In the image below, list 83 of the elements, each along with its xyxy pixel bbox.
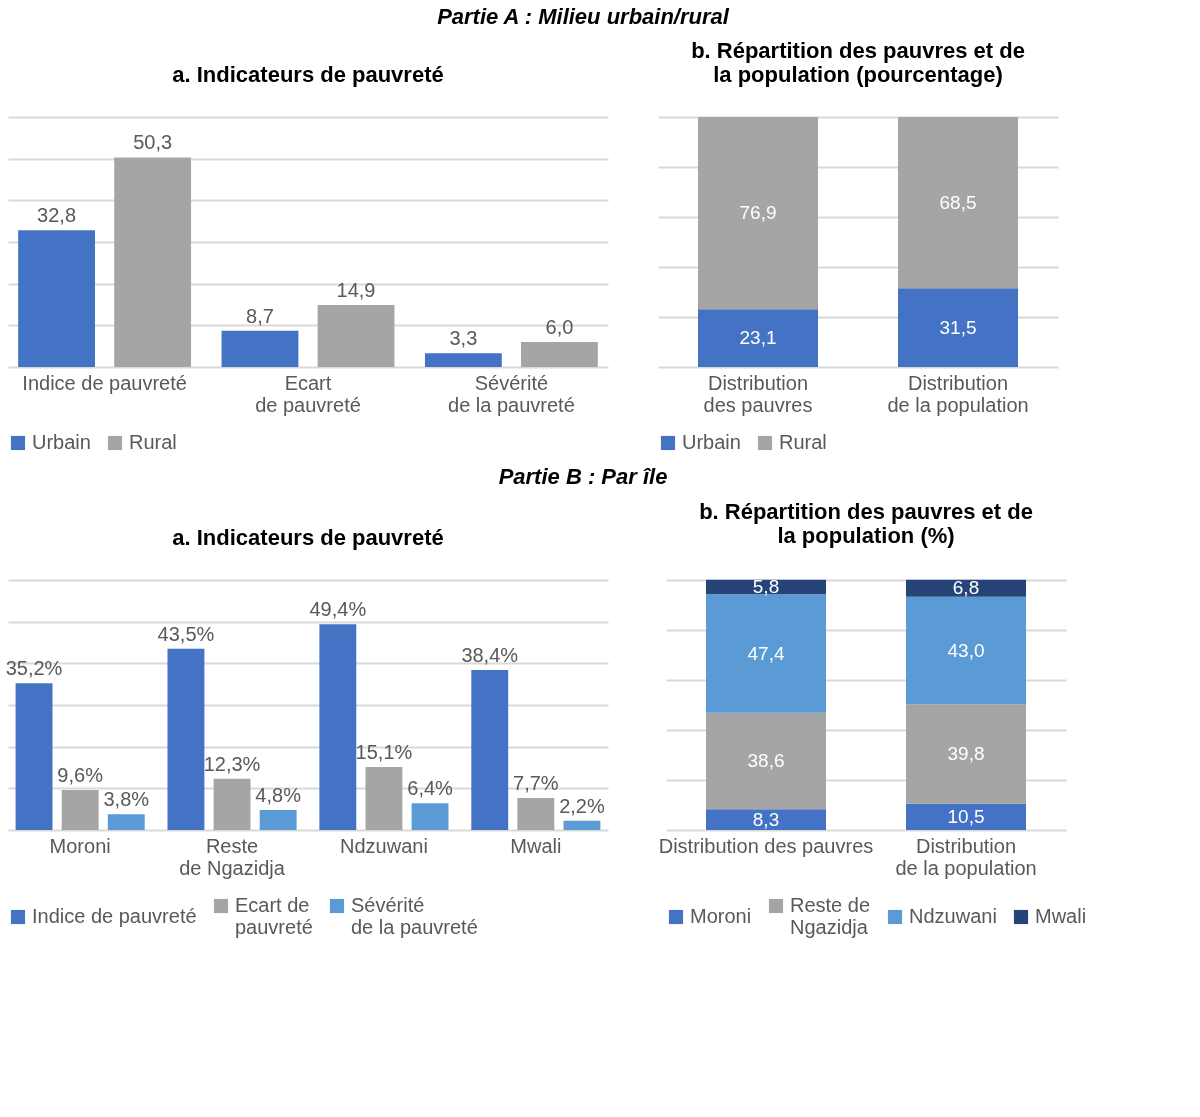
chart-title: a. Indicateurs de pauvreté: [172, 525, 444, 550]
x-tick-label: Mwali: [510, 834, 562, 857]
data-label: 32,8: [37, 204, 77, 227]
x-tick-label: Reste de Ngazidja: [179, 834, 286, 879]
chart-title: b. Répartition des pauvres et de la population (pourcentage): [691, 38, 1025, 87]
data-label: 6,0: [545, 316, 574, 338]
data-label: 2,2%: [559, 794, 605, 817]
legend-label: Rural: [129, 431, 177, 453]
chart-title: a. Indicateurs de pauvreté: [172, 62, 444, 87]
data-label: 47,4: [747, 642, 785, 664]
bar: [221, 330, 299, 367]
data-label: 7,7%: [513, 771, 559, 794]
legend-label: Sévérité de la pauvreté: [351, 894, 478, 938]
bar: [15, 683, 53, 830]
data-label: 15,1%: [355, 741, 413, 764]
bar: [365, 767, 403, 830]
data-label: 6,8: [952, 577, 980, 599]
data-label: 68,5: [939, 191, 977, 213]
data-label: 39,8: [947, 743, 985, 764]
bar: [114, 157, 192, 367]
legend-label: Rural: [779, 431, 827, 453]
data-label: 43,5%: [157, 622, 215, 645]
legend-label: Urbain: [32, 431, 91, 453]
data-label: 49,4%: [309, 598, 367, 621]
data-label: 10,5: [947, 805, 985, 827]
text: Partie A : Milieu urbain/rural: [437, 4, 730, 29]
bar: [18, 230, 96, 367]
data-label: 3,8%: [103, 788, 150, 811]
data-label: 8,3: [752, 808, 780, 830]
bar: [213, 778, 251, 830]
chart-title: b. Répartition des pauvres et de la population (%): [699, 499, 1033, 548]
bar: [61, 790, 99, 830]
x-tick-label: Indice de pauvreté: [22, 371, 187, 394]
text: Partie B : Par île: [498, 464, 668, 489]
legend-label: Ecart de pauvreté: [235, 894, 313, 938]
legend-label: Ndzuwani: [909, 905, 997, 927]
legend-label: Moroni: [690, 905, 752, 927]
bar: [317, 304, 395, 367]
x-tick-label: Ndzuwani: [340, 834, 428, 857]
data-label: 35,2%: [5, 657, 63, 680]
bar: [259, 810, 297, 830]
x-tick-label: Distribution des pauvres: [703, 371, 813, 416]
bar: [706, 712, 826, 810]
x-tick-label: Moroni: [49, 834, 111, 857]
bar: [906, 579, 1026, 597]
bar: [411, 803, 449, 830]
bar: [906, 596, 1026, 705]
data-label: 14,9: [336, 278, 376, 301]
bar: [517, 797, 555, 830]
data-label: 4,8%: [255, 784, 302, 806]
data-label: 43,0: [947, 639, 985, 661]
bar: [563, 820, 601, 830]
data-label: 3,3: [449, 327, 478, 350]
data-label: 76,9: [739, 202, 777, 224]
bar: [520, 342, 598, 367]
x-tick-label: Ecart de pauvreté: [255, 371, 361, 416]
legend-label: Mwali: [1035, 905, 1087, 927]
data-label: 23,1: [739, 327, 777, 349]
data-label: 9,6%: [57, 764, 104, 786]
bar: [167, 648, 205, 830]
data-label: 31,5: [939, 316, 977, 338]
bar: [319, 624, 357, 830]
data-label: 12,3%: [203, 752, 261, 775]
data-label: 8,7: [246, 304, 274, 327]
data-label: 38,6: [747, 750, 785, 771]
bar: [424, 353, 502, 367]
bar: [107, 814, 145, 830]
bar: [906, 803, 1026, 830]
data-label: 6,4%: [407, 777, 454, 800]
legend-label: Indice de pauvreté: [32, 905, 197, 927]
legend-label: Urbain: [682, 431, 741, 453]
data-label: 5,8: [752, 576, 780, 597]
legend-label: Reste de Ngazidja: [790, 894, 871, 938]
data-label: 50,3: [133, 131, 173, 154]
bar: [706, 809, 826, 830]
x-tick-label: Distribution des pauvres: [658, 834, 874, 857]
data-label: 38,4%: [461, 644, 519, 666]
bar: [471, 670, 509, 830]
x-tick-label: Distribution de la population: [887, 371, 1029, 416]
bar: [706, 594, 826, 713]
x-tick-label: Distribution de la population: [895, 834, 1037, 879]
bar: [906, 704, 1026, 804]
x-tick-label: Sévérité de la pauvreté: [448, 371, 575, 416]
